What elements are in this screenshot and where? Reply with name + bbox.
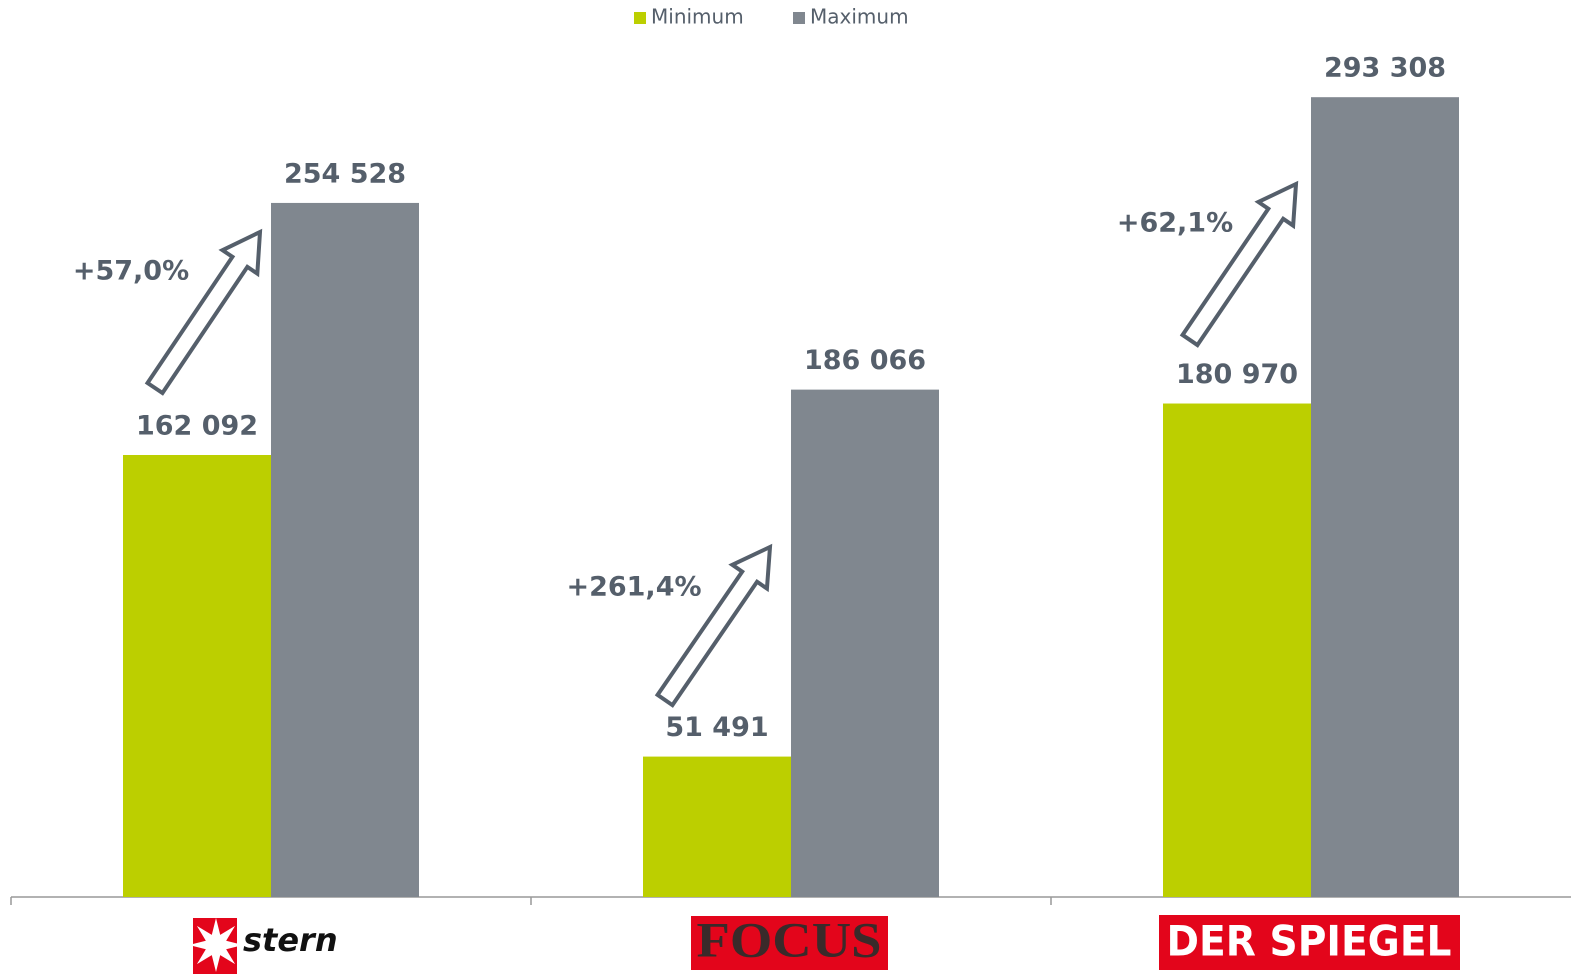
legend-label: Maximum — [810, 5, 909, 29]
logo-star — [189, 918, 243, 972]
category-logo: FOCUS — [691, 911, 888, 970]
arrow — [1179, 180, 1299, 348]
arrow — [144, 228, 263, 396]
value-label: 186 066 — [804, 345, 926, 376]
category-label: DER SPIEGEL — [1167, 917, 1452, 966]
annotation: +57,0% — [73, 256, 189, 287]
value-label: 254 528 — [284, 158, 406, 189]
bar — [123, 454, 271, 897]
logo-box — [1159, 915, 1460, 970]
legend-label: Minimum — [651, 5, 744, 29]
bar — [271, 202, 419, 897]
bar — [1311, 97, 1459, 898]
bar — [1163, 403, 1311, 897]
value-label: 293 308 — [1324, 53, 1446, 84]
annotation: +261,4% — [566, 572, 701, 603]
value-label: 51 491 — [665, 712, 768, 743]
bar — [643, 756, 791, 897]
bar — [791, 389, 939, 897]
category-label: stern — [243, 921, 338, 959]
legend-swatch — [793, 12, 805, 24]
legend-swatch — [634, 12, 646, 24]
value-label: 180 970 — [1176, 359, 1298, 390]
category-logo: stern — [189, 918, 338, 974]
value-label: 162 092 — [136, 410, 258, 441]
annotation: +62,1% — [1117, 208, 1233, 239]
category-label: FOCUS — [697, 911, 882, 967]
logo-box — [691, 916, 888, 970]
category-logo: DER SPIEGEL — [1159, 915, 1460, 970]
arrow — [654, 543, 773, 708]
